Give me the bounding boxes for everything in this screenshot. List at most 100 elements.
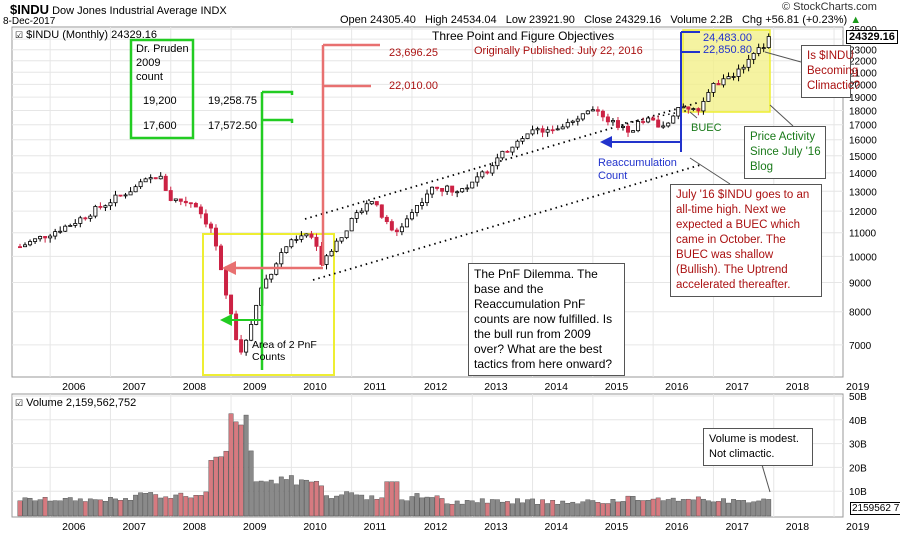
price-candle [239, 339, 244, 353]
price-candle [178, 198, 183, 202]
volume-bar [505, 501, 510, 517]
high-label: High [425, 14, 448, 26]
volume-bar [484, 502, 490, 517]
price-candle [550, 129, 555, 132]
price-tick-label: 22000 [849, 57, 877, 68]
volume-bar [585, 499, 591, 517]
price-candle [590, 109, 595, 112]
price-candle [334, 240, 339, 252]
volume-bar [525, 499, 530, 517]
volume-bar [570, 501, 576, 517]
volume-bar [706, 500, 711, 517]
volume-bar [766, 499, 772, 517]
volume-bar [414, 493, 420, 517]
price-candle [485, 171, 490, 174]
volume-bar [434, 495, 440, 517]
volume-bar [213, 456, 219, 517]
volume-bar [394, 481, 400, 517]
price-candle [751, 53, 756, 60]
price-candle [264, 278, 269, 289]
volume-bar [288, 475, 294, 517]
year-label-price: 2007 [122, 381, 146, 393]
volume-bar [379, 497, 385, 517]
price-candle [425, 193, 430, 204]
price-candle [103, 205, 108, 208]
year-label-volume: 2015 [605, 521, 629, 533]
volume-bar [364, 499, 370, 517]
volume-bar [565, 503, 571, 517]
price-candle [575, 118, 580, 122]
volume-bar [530, 498, 535, 517]
volume-bar [424, 496, 430, 517]
year-label-price: 2013 [484, 381, 508, 393]
year-label-volume: 2016 [665, 521, 689, 533]
volume-bar [605, 503, 611, 517]
stockcharts-brand[interactable]: © StockCharts.com [782, 1, 877, 13]
price-tick-label: 23000 [849, 46, 877, 57]
volume-bar [429, 497, 435, 517]
volume-tick-label: 10B [849, 487, 867, 498]
volume-bar [701, 498, 706, 517]
price-candle [500, 150, 505, 159]
price-tick-label: 17000 [849, 121, 877, 132]
price-candle [138, 181, 143, 188]
price-candle [610, 120, 615, 123]
price-tick-label: 19000 [849, 93, 877, 104]
price-candle [636, 121, 641, 132]
blue-arrow-head-icon [600, 136, 612, 148]
price-candle [761, 47, 766, 49]
volume-bar [600, 503, 606, 517]
volume-bar [515, 498, 520, 517]
price-candle [661, 125, 666, 128]
volume-bar [223, 450, 229, 517]
volume-bar [193, 495, 199, 517]
volume-bar [253, 481, 259, 517]
price-candle [419, 202, 424, 206]
volume-bar [545, 503, 551, 517]
price-candle [48, 235, 53, 239]
year-label-price: 2009 [243, 381, 267, 393]
price-candle [163, 175, 168, 191]
price-tick-label: 18000 [849, 107, 877, 118]
year-label-volume: 2014 [545, 521, 569, 533]
price-candle [17, 246, 22, 249]
price-candle [58, 230, 63, 233]
price-candle [475, 176, 480, 183]
volume-label: Volume [670, 14, 708, 26]
volume-bar [369, 495, 375, 517]
price-candle [525, 133, 530, 139]
pruden-value-1: 19,200 [143, 95, 177, 107]
price-candle [711, 83, 716, 93]
price-candle [218, 245, 223, 271]
volume-bar [248, 450, 254, 517]
volume-bar [464, 500, 470, 517]
volume-bar [520, 502, 525, 517]
price-tick-label: 16000 [849, 136, 877, 147]
volume-bar [731, 499, 736, 517]
volume-bar [459, 503, 465, 517]
buec-pointer [689, 111, 698, 119]
exchange: INDX [200, 5, 227, 17]
year-label-volume: 2013 [484, 521, 508, 533]
base-count-value-1: 19,258.75 [208, 95, 257, 107]
price-candle [73, 223, 78, 226]
price-candle [736, 68, 741, 77]
volume-legend: ☑ Volume 2,159,562,752 [15, 397, 136, 409]
buec-label: BUEC [691, 122, 722, 134]
volume-bar [47, 500, 53, 517]
price-candle [409, 212, 414, 220]
year-label-volume: 2008 [183, 521, 207, 533]
year-label-volume: 2019 [846, 521, 870, 533]
price-candle [93, 206, 98, 217]
low-label: Low [505, 14, 526, 26]
reaccum-target-2: 22,850.80 [703, 44, 752, 56]
count-tick-1 [262, 90, 294, 95]
price-candle [289, 239, 294, 248]
july-note-pointer [689, 157, 731, 185]
price-tick-label: 20000 [849, 80, 877, 91]
price-candle [671, 115, 676, 124]
year-label-volume: 2017 [725, 521, 749, 533]
year-label-volume: 2009 [243, 521, 267, 533]
volume-bar [82, 501, 88, 517]
volume-bar [389, 481, 395, 517]
